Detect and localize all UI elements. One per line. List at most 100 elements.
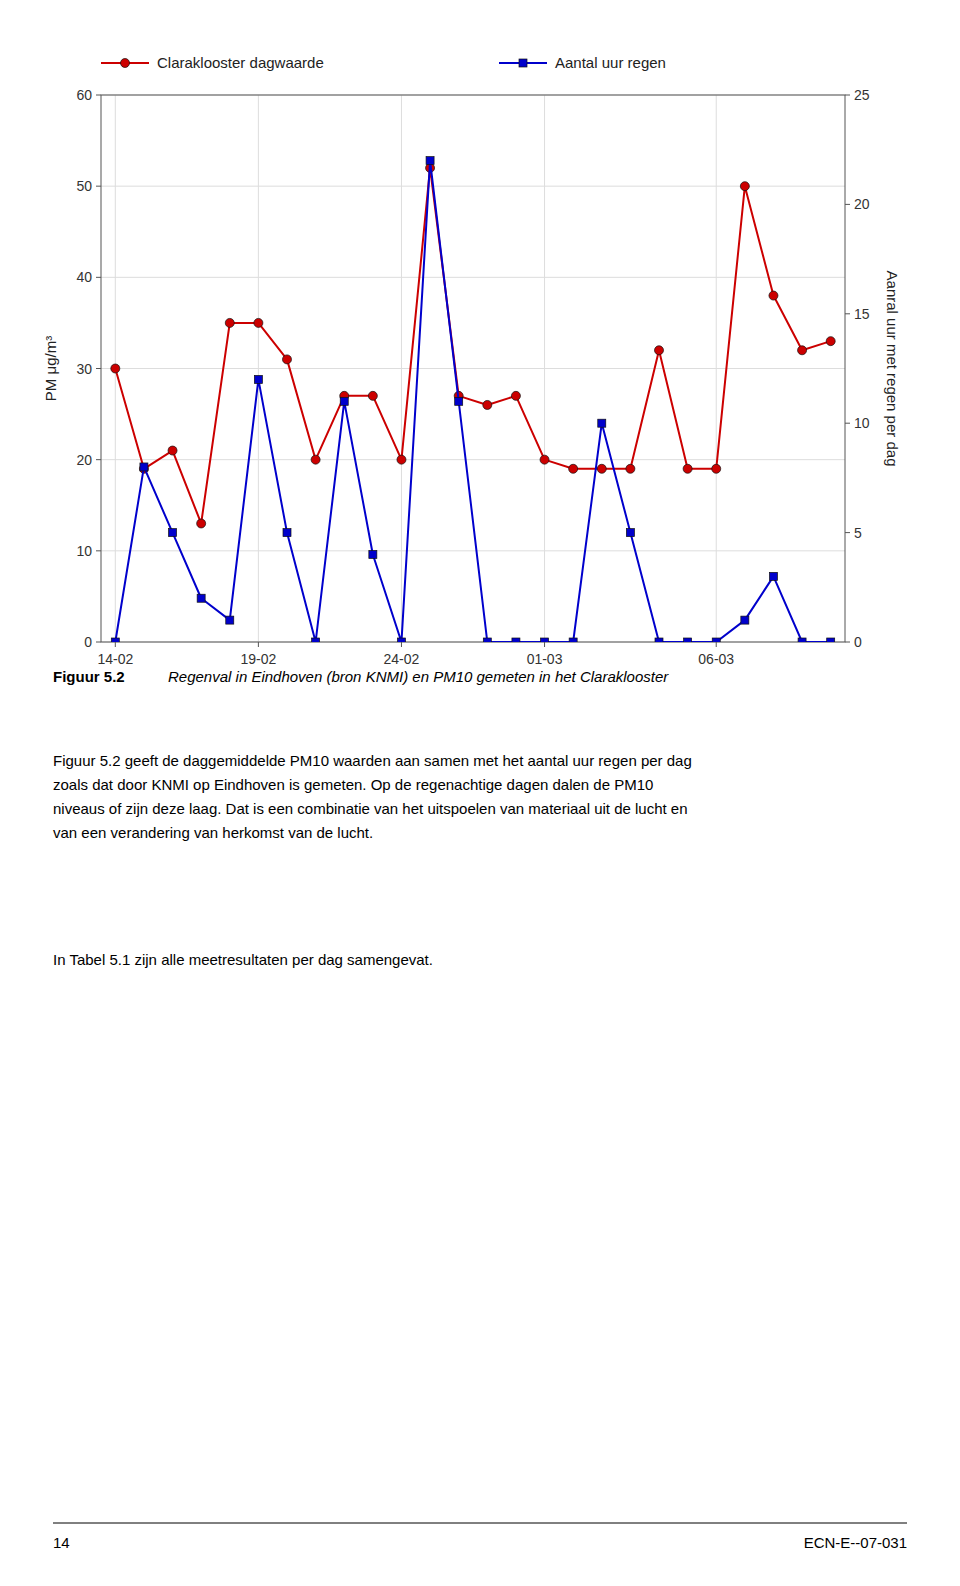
series-point <box>541 638 549 642</box>
series-point <box>197 519 206 528</box>
series-point <box>569 464 578 473</box>
series-point <box>569 638 577 642</box>
legend-label: Aantal uur regen <box>555 54 666 71</box>
y2-tick-label: 15 <box>854 306 870 322</box>
series-point <box>798 638 806 642</box>
x-tick-label: 19-02 <box>240 651 276 667</box>
x-tick-label: 14-02 <box>97 651 133 667</box>
series-point <box>140 463 148 471</box>
y-tick-label: 30 <box>76 361 92 377</box>
series-point <box>283 355 292 364</box>
footer-right: ECN-E--07-031 <box>804 1534 907 1551</box>
paragraph-line: Figuur 5.2 geeft de daggemiddelde PM10 w… <box>53 752 692 769</box>
y-tick-label: 40 <box>76 269 92 285</box>
axes: 14-0219-0224-0201-0306-03010203040506005… <box>76 87 869 667</box>
y-tick <box>96 642 101 643</box>
x-tick <box>258 642 259 647</box>
x-tick-label: 24-02 <box>384 651 420 667</box>
grid-line-y <box>101 550 845 551</box>
y2-tick-label: 25 <box>854 87 870 103</box>
grid-line-x <box>401 95 402 642</box>
series-point <box>683 464 692 473</box>
page: 14-0219-0224-0201-0306-03010203040506005… <box>0 0 960 1586</box>
grid-line-x <box>716 95 717 642</box>
y-tick <box>96 368 101 369</box>
legend-label: Claraklooster dagwaarde <box>157 54 324 71</box>
y2-tick-label: 20 <box>854 196 870 212</box>
series-point <box>769 572 777 580</box>
footer-rule <box>53 1523 907 1524</box>
series-point <box>397 455 406 464</box>
series-point <box>168 446 177 455</box>
series-point <box>540 455 549 464</box>
series-point <box>368 391 377 400</box>
y2-tick <box>845 532 850 533</box>
series-point <box>197 594 205 602</box>
series-point <box>254 318 263 327</box>
x-tick <box>716 642 717 647</box>
series-point <box>226 616 234 624</box>
series-point <box>712 464 721 473</box>
plot-frame <box>101 95 845 642</box>
y-tick <box>96 459 101 460</box>
y-axis-label: PM μg/m³ <box>42 336 59 401</box>
paragraph: In Tabel 5.1 zijn alle meetresultaten pe… <box>53 951 433 968</box>
grid-line-y <box>101 459 845 460</box>
series-point <box>598 419 606 427</box>
y2-axis-label: Aanral uur met regen per dag <box>884 271 901 467</box>
paragraph-line: van een verandering van herkomst van de … <box>53 824 373 841</box>
series-point <box>283 529 291 537</box>
series-point <box>254 375 262 383</box>
background <box>0 0 960 1586</box>
series-point <box>769 291 778 300</box>
grid-line-y <box>101 368 845 369</box>
series-line <box>115 161 830 642</box>
legend-marker <box>121 59 130 68</box>
x-tick-label: 06-03 <box>698 651 734 667</box>
grid-line-x <box>258 95 259 642</box>
y2-tick-label: 0 <box>854 634 862 650</box>
grid-line-x <box>544 95 545 642</box>
paragraph-line: zoals dat door KNMI op Eindhoven is geme… <box>53 776 653 793</box>
y2-tick <box>845 95 850 96</box>
series-point <box>741 616 749 624</box>
series-point <box>111 364 120 373</box>
caption: Regenval in Eindhoven (bron KNMI) en PM1… <box>168 668 669 685</box>
series-point <box>597 464 606 473</box>
series-point <box>455 397 463 405</box>
series-point <box>712 638 720 642</box>
series-point <box>312 638 320 642</box>
y2-tick-label: 10 <box>854 415 870 431</box>
grid-line-y <box>101 277 845 278</box>
grid-line-y <box>101 186 845 187</box>
series-point <box>740 182 749 191</box>
x-tick <box>115 642 116 647</box>
series-point <box>111 638 119 642</box>
series-point <box>626 529 634 537</box>
footer-left: 14 <box>53 1534 70 1551</box>
y-tick-label: 10 <box>76 543 92 559</box>
series-point <box>483 638 491 642</box>
y-tick <box>96 550 101 551</box>
series-point <box>655 346 664 355</box>
series-point <box>798 346 807 355</box>
series-point <box>311 455 320 464</box>
series-point <box>225 318 234 327</box>
series-point <box>169 529 177 537</box>
series-point <box>626 464 635 473</box>
y-tick-label: 0 <box>84 634 92 650</box>
y2-tick <box>845 313 850 314</box>
series-point <box>827 638 835 642</box>
series-point <box>397 638 405 642</box>
paragraph-line: niveaus of zijn deze laag. Dat is een co… <box>53 800 688 817</box>
y2-tick <box>845 204 850 205</box>
y-tick-label: 60 <box>76 87 92 103</box>
caption-label: Figuur 5.2 <box>53 668 125 685</box>
legend: Claraklooster dagwaarde Aantal uur regen <box>101 54 666 71</box>
series-line <box>115 168 830 524</box>
legend-marker <box>519 59 527 67</box>
y-tick <box>96 277 101 278</box>
y2-tick <box>845 423 850 424</box>
x-tick-label: 01-03 <box>527 651 563 667</box>
y-tick-label: 50 <box>76 178 92 194</box>
